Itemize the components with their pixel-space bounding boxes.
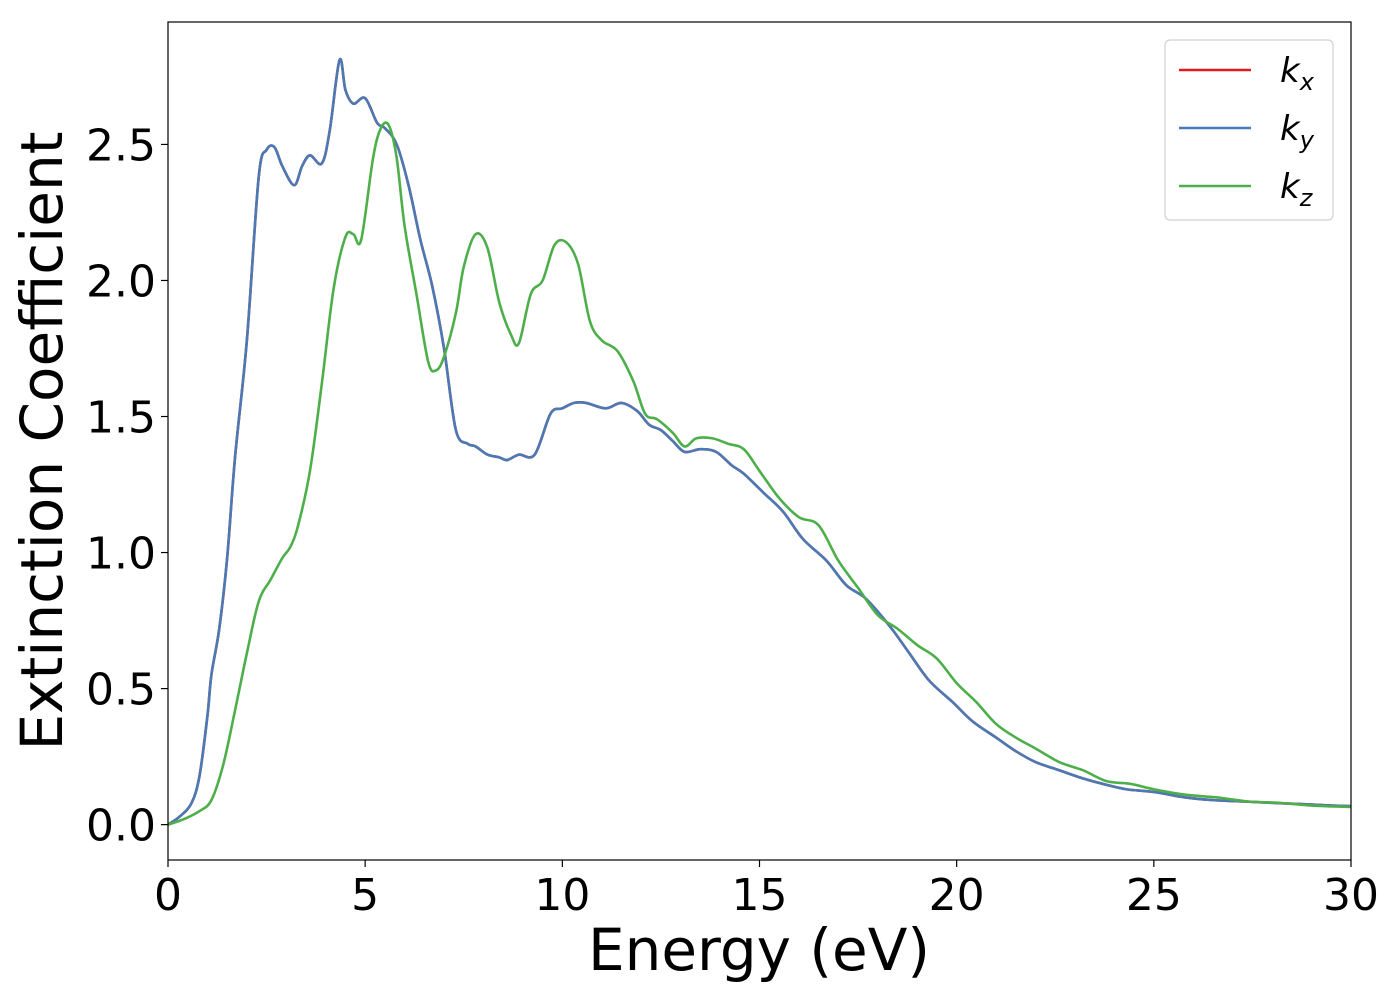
x-tick-label: 25 bbox=[1126, 870, 1182, 921]
legend-label-k-z: kz bbox=[1280, 167, 1314, 212]
axes-layer: 0 5 10 15 20 25 30 0.0 0.5 1.0 1.5 2.0 2.5 bbox=[86, 21, 1379, 921]
x-tick-label: 0 bbox=[154, 870, 182, 921]
x-tick-label: 10 bbox=[534, 870, 590, 921]
series-line-k-y bbox=[168, 57, 1351, 826]
series-line-k-z bbox=[168, 121, 1351, 826]
y-axis-label: Extinction Coefficient bbox=[8, 132, 76, 751]
y-tick-label: 0.0 bbox=[86, 801, 156, 852]
legend-box bbox=[1164, 39, 1334, 221]
legend-label-k-x: kx bbox=[1280, 51, 1315, 96]
y-tick-label: 2.5 bbox=[86, 120, 156, 171]
legend: kx ky kz bbox=[1164, 39, 1334, 221]
x-tick-label: 5 bbox=[351, 870, 379, 921]
y-tick-label: 1.0 bbox=[86, 529, 156, 580]
y-tick-label: 2.0 bbox=[86, 256, 156, 307]
series-layer bbox=[168, 57, 1351, 826]
legend-label-k-y: ky bbox=[1280, 109, 1315, 154]
x-tick-label: 15 bbox=[732, 870, 788, 921]
y-tick-label: 1.5 bbox=[86, 393, 156, 444]
x-tick-label: 20 bbox=[929, 870, 985, 921]
x-axis-label: Energy (eV) bbox=[588, 916, 930, 984]
x-tick-label: 30 bbox=[1323, 870, 1379, 921]
y-tick-label: 0.5 bbox=[86, 665, 156, 716]
